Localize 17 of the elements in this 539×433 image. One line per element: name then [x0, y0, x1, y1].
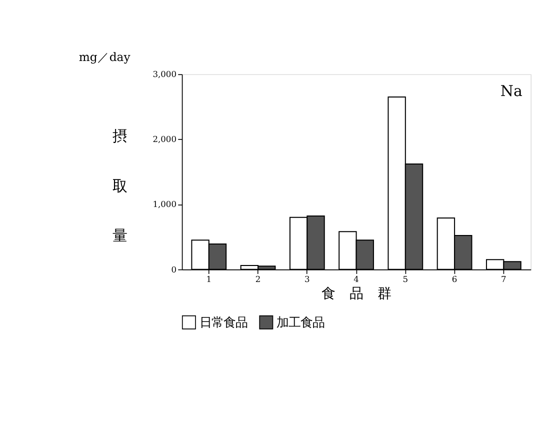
y-tick-label: 2,000	[152, 134, 176, 144]
x-axis-title: 食 品 群	[322, 286, 392, 302]
x-tick-label: 2	[255, 274, 261, 284]
y-tick-label: 1,000	[152, 199, 176, 210]
x-tick-label: 6	[452, 274, 458, 284]
text: 摂取量	[112, 127, 128, 245]
chart-title: mg／day	[78, 50, 131, 64]
x-tick-label: 4	[354, 274, 359, 284]
x-tick-label: 3	[304, 274, 310, 284]
x-tick-label: 7	[501, 274, 506, 284]
y-tick-label: 0	[171, 264, 176, 274]
legend-label: 加工食品	[276, 314, 325, 330]
x-tick-label: 5	[402, 274, 408, 284]
annotation: Na	[500, 82, 522, 100]
y-tick-label: 3,000	[152, 69, 176, 80]
x-tick-label: 1	[206, 274, 212, 284]
legend-label: 日常食品	[199, 314, 248, 330]
